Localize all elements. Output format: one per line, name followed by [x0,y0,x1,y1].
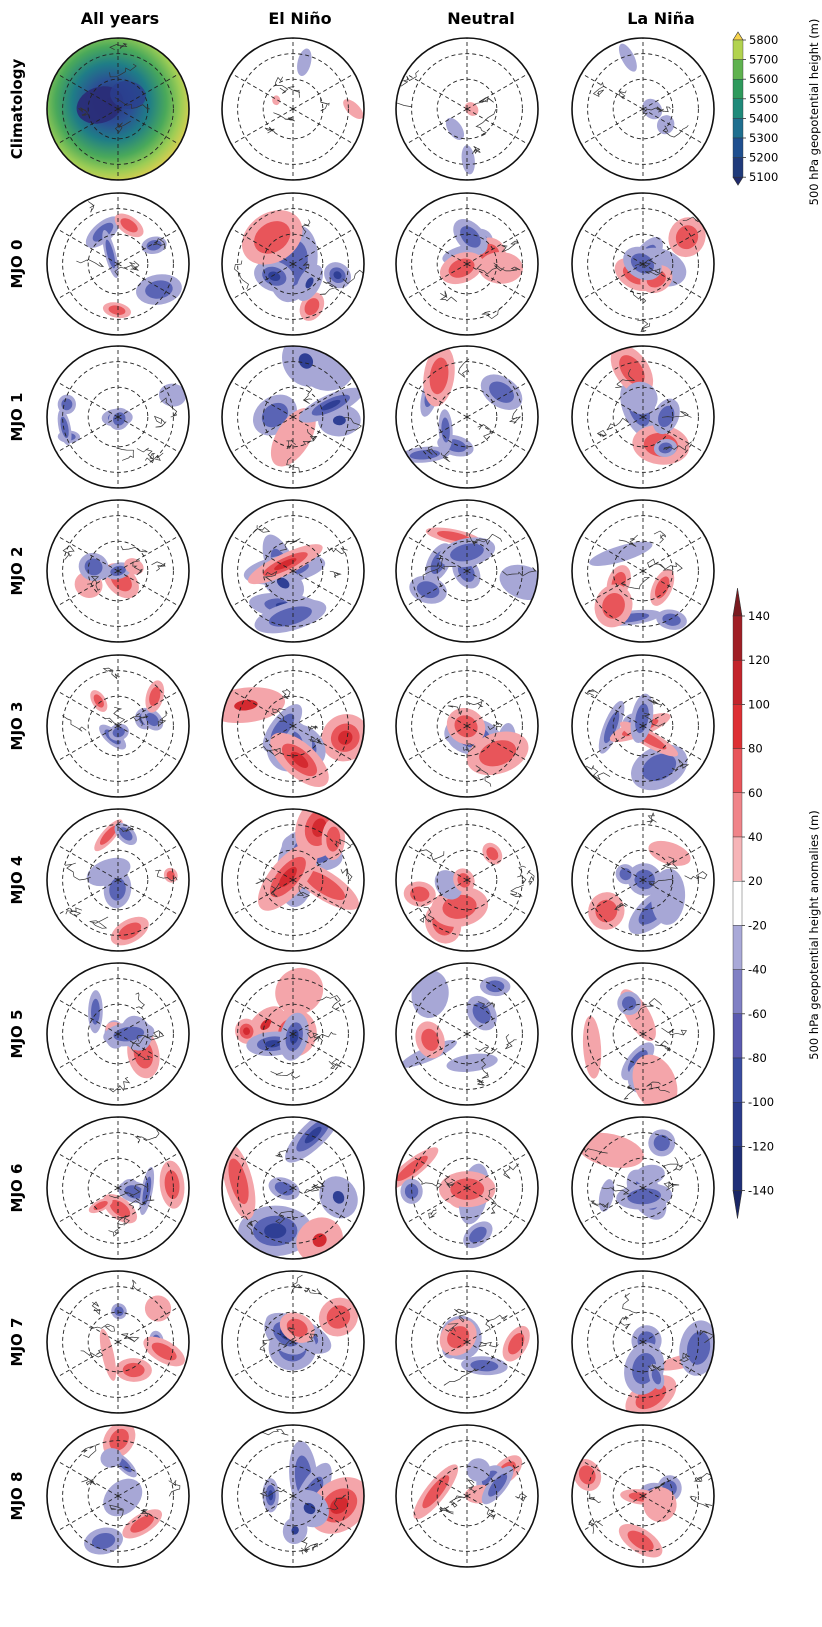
map-panel [46,345,190,489]
climatology-colorbar: 5800 5700 5600 5500 5400 5300 5200 5100 [732,31,778,186]
row-title-mjo-4: MJO 4 [8,856,26,905]
row-title-mjo-2: MJO 2 [8,547,26,596]
map-panel [46,1424,190,1568]
anomaly-colorbar-label: 500 hPa geopotential height anomalies (m… [807,810,821,1059]
row-titles: Climatology MJO 0 MJO 1 MJO 2 MJO 3 MJO 4 MJO … [8,59,26,1521]
map-panel [46,37,190,181]
map-panel [395,1116,539,1260]
map-panel [221,1424,365,1568]
map-panel [221,1270,365,1414]
anomaly-tick: 100 [748,697,770,711]
map-panel [221,808,365,952]
map-panel [395,808,539,952]
map-panel [221,654,365,798]
map-panel [395,37,539,181]
row-title-climatology: Climatology [8,59,26,160]
anomaly-colorbar: 140 120 100 80 60 40 20 -20 -40 -60 -80 -100 -120 -14… [732,587,774,1219]
climatology-tick: 5100 [749,170,778,184]
anomaly-tick: -20 [748,918,767,932]
map-panel [46,962,190,1106]
climatology-tick: 5700 [749,53,778,67]
anomaly-tick: 120 [748,653,770,667]
map-panel [395,962,539,1106]
row-title-mjo-5: MJO 5 [8,1010,26,1059]
anomaly-tick: -40 [748,963,767,977]
map-panel [221,37,365,181]
row-title-mjo-7: MJO 7 [8,1318,26,1367]
map-panel [571,499,715,643]
row-title-mjo-0: MJO 0 [8,240,26,289]
anomaly-tick: 80 [748,742,763,756]
map-panel [571,1424,715,1568]
row-title-mjo-3: MJO 3 [8,702,26,751]
anomaly-tick: 20 [748,874,763,888]
anomaly-tick: -100 [748,1095,774,1109]
anomaly-tick: 140 [748,609,770,623]
map-panel [221,192,365,336]
climatology-tick: 5500 [749,92,778,106]
map-panel [221,499,365,643]
map-panel [571,1116,715,1260]
map-panel [571,37,715,181]
climatology-tick: 5400 [749,111,778,125]
map-panel [571,345,715,489]
anomaly-tick: 40 [748,830,763,844]
row-title-mjo-1: MJO 1 [8,393,26,442]
map-panel [395,192,539,336]
climatology-tick: 5300 [749,131,778,145]
column-title-all-years: All years [81,9,159,28]
column-title-el-nino: El Niño [268,9,331,28]
column-title-la-nina: La Niña [627,9,695,28]
map-panel [46,1270,190,1414]
map-panel [571,962,715,1106]
column-titles: All years El Niño Neutral La Niña [81,9,695,28]
map-panel [221,962,365,1106]
map-panel [571,1270,715,1414]
map-panel [395,654,539,798]
map-panels [46,37,715,1568]
anomaly-tick: -80 [748,1051,767,1065]
map-panel [395,345,539,489]
column-title-neutral: Neutral [447,9,514,28]
map-panel [571,808,715,952]
map-panel [46,499,190,643]
map-panel [46,1116,190,1260]
map-panel [46,192,190,336]
map-panel [395,1270,539,1414]
map-panel [46,654,190,798]
map-panel [46,808,190,952]
anomaly-tick: 60 [748,786,763,800]
anomaly-tick: -140 [748,1184,774,1198]
map-panel [571,192,715,336]
anomaly-tick: -120 [748,1139,774,1153]
climatology-colorbar-label: 500 hPa geopotential height (m) [807,19,821,206]
map-panel [221,1116,365,1260]
climatology-tick: 5600 [749,72,778,86]
map-panel [221,345,365,489]
map-panel [395,499,539,643]
map-panel [395,1424,539,1568]
climatology-tick: 5200 [749,151,778,165]
map-panel [571,654,715,798]
row-title-mjo-6: MJO 6 [8,1164,26,1213]
anomaly-tick: -60 [748,1007,767,1021]
row-title-mjo-8: MJO 8 [8,1472,26,1521]
climatology-tick: 5800 [749,33,778,47]
